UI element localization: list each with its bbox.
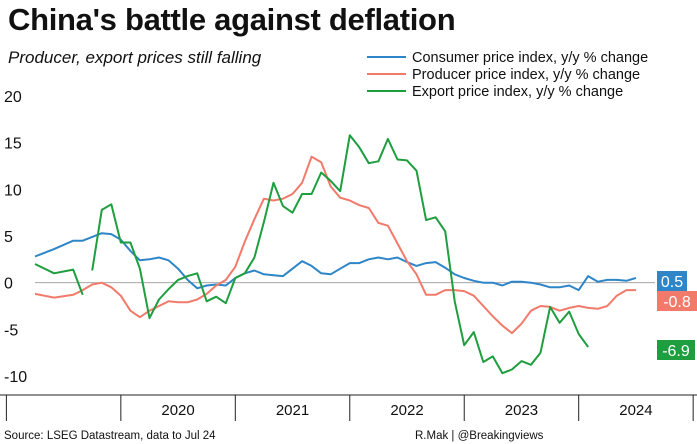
chart-subtitle: Producer, export prices still falling <box>8 48 262 67</box>
y-tick-label: 20 <box>4 89 22 106</box>
end-value-label: -6.9 <box>662 343 690 360</box>
legend-label: Producer price index, y/y % change <box>412 67 640 83</box>
y-tick-label: 10 <box>4 182 22 199</box>
legend-label: Consumer price index, y/y % change <box>412 50 648 66</box>
chart-title: China's battle against deflation <box>8 2 456 37</box>
series-line-1 <box>34 232 637 292</box>
end-value-badge <box>657 271 687 291</box>
end-value-label: 0.5 <box>661 274 683 291</box>
series-line-2 <box>34 155 636 335</box>
end-value-badge <box>657 291 697 311</box>
end-value-label: -0.8 <box>663 294 691 311</box>
series-line-3 <box>34 134 590 375</box>
y-tick-label: 5 <box>4 229 13 246</box>
x-tick-label: 2020 <box>161 402 194 419</box>
x-tick-label: 2023 <box>505 402 538 419</box>
x-tick-label: 2024 <box>619 402 652 419</box>
y-tick-label: -10 <box>4 369 27 386</box>
y-tick-label: 15 <box>4 136 22 153</box>
end-value-badge <box>657 340 695 360</box>
legend-label: Export price index, y/y % change <box>412 84 623 100</box>
y-tick-label: 0 <box>4 276 13 293</box>
x-tick-label: 2022 <box>390 402 423 419</box>
x-tick-label: 2021 <box>276 402 309 419</box>
y-tick-label: -5 <box>4 322 18 339</box>
source-note: Source: LSEG Datastream, data to Jul 24 <box>4 430 216 442</box>
credit-note: R.Mak | @Breakingviews <box>415 430 544 442</box>
